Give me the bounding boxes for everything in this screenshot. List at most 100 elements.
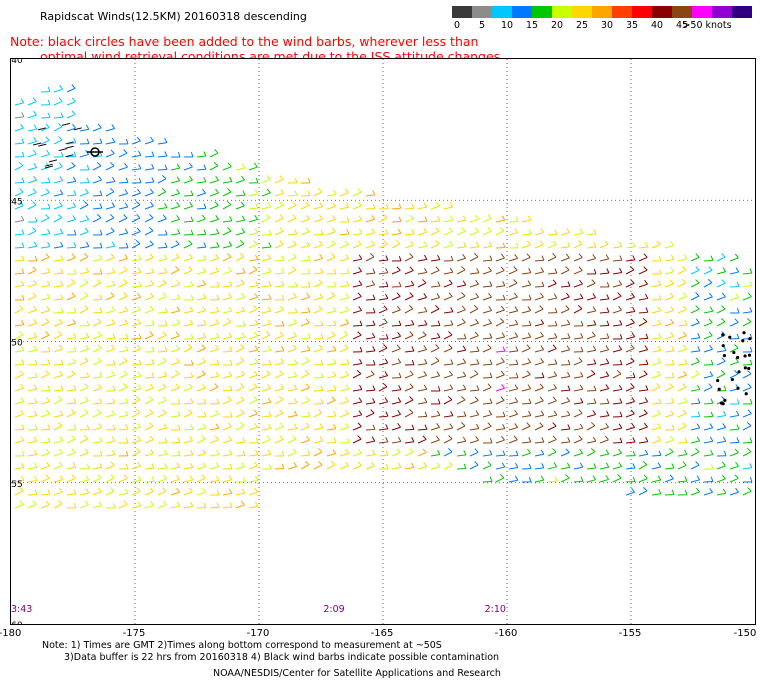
wind-barb-feather <box>202 487 206 493</box>
wind-barb-feather <box>709 306 714 312</box>
wind-barb-feather <box>437 399 441 405</box>
wind-barb <box>495 285 505 288</box>
wind-barb-feather <box>227 253 232 258</box>
wind-barb <box>40 256 50 262</box>
wind-barb-feather <box>281 294 285 300</box>
wind-barb-feather <box>695 487 700 493</box>
wind-barb-feather <box>526 422 531 427</box>
wind-barb-feather <box>175 383 180 389</box>
wind-barb-feather <box>409 292 414 297</box>
wind-barb-feather <box>292 253 297 258</box>
wind-barb <box>547 451 557 457</box>
wind-barb-feather <box>97 409 102 414</box>
wind-barb <box>27 114 37 119</box>
wind-barb <box>248 269 258 275</box>
wind-barb-feather <box>411 319 415 325</box>
contamination-circle <box>743 366 747 370</box>
wind-barb-feather <box>723 450 727 456</box>
wind-barb-feather <box>435 240 440 245</box>
wind-barb-feather <box>709 487 713 493</box>
wind-barb <box>443 219 453 223</box>
wind-barb-feather <box>99 294 103 300</box>
wind-barb-feather <box>59 189 64 195</box>
wind-barb <box>352 219 362 223</box>
wind-barb-feather <box>539 305 544 310</box>
wind-barb <box>482 464 492 470</box>
wind-barb-feather <box>59 228 64 234</box>
wind-barb <box>144 244 154 249</box>
wind-barb-feather <box>33 136 37 142</box>
wind-barb <box>235 219 245 223</box>
wind-barb-feather <box>19 487 24 492</box>
wind-barb <box>508 232 518 236</box>
wind-barb <box>274 388 284 392</box>
wind-barb-feather <box>462 280 467 286</box>
wind-barb <box>287 414 297 418</box>
contamination-circle <box>716 378 720 383</box>
wind-barb <box>183 285 193 288</box>
wind-barb <box>79 348 89 353</box>
wind-barb-feather <box>540 475 545 481</box>
wind-barb <box>66 412 76 418</box>
contamination-circle <box>744 392 748 396</box>
wind-barb <box>742 451 752 457</box>
wind-barb-feather <box>579 293 584 299</box>
wind-barb-feather <box>437 386 441 392</box>
wind-barb <box>27 101 37 106</box>
wind-barb <box>365 428 376 431</box>
wind-barb-feather <box>21 229 25 235</box>
wind-barb-feather <box>528 229 532 235</box>
footer-credit: NOAA/NESDIS/Center for Satellite Applica… <box>213 668 501 679</box>
wind-barb-feather <box>656 383 661 388</box>
wind-barb-feather <box>696 436 701 442</box>
wind-barb <box>92 335 102 340</box>
wind-barb-feather <box>579 423 584 429</box>
wind-barb-feather <box>684 449 688 455</box>
wind-barb-feather <box>606 294 610 300</box>
wind-barb <box>690 491 700 496</box>
wind-barb <box>144 334 154 340</box>
wind-barb-feather <box>319 293 324 298</box>
wind-barb-feather <box>346 229 350 234</box>
wind-barb <box>196 310 206 314</box>
wind-barb <box>638 256 648 262</box>
wind-barb-feather <box>463 333 467 339</box>
wind-barb-feather <box>631 397 636 402</box>
wind-barb-feather <box>99 307 103 313</box>
wind-barb-feather <box>228 292 232 298</box>
wind-barb-feather <box>125 242 129 248</box>
wind-barb <box>131 465 141 470</box>
wind-barb <box>222 230 232 236</box>
wind-barb-feather <box>682 461 687 466</box>
wind-barb <box>53 311 64 314</box>
wind-barb-feather <box>541 463 545 468</box>
contaminated-barb <box>44 165 54 169</box>
wind-barb-feather <box>398 281 402 287</box>
wind-barb <box>391 466 401 470</box>
wind-barb <box>365 324 376 327</box>
wind-barb-feather <box>631 292 635 298</box>
wind-barb <box>300 231 310 236</box>
wind-barb <box>313 272 323 275</box>
wind-barb-feather <box>592 410 597 415</box>
wind-barb <box>209 311 219 314</box>
wind-barb <box>92 298 103 301</box>
wind-barb <box>716 427 726 431</box>
wind-barb-feather <box>461 227 466 232</box>
wind-barb-feather <box>123 474 128 479</box>
wind-barb <box>586 349 596 353</box>
wind-barb <box>92 412 102 418</box>
wind-speed-legend: 0 5 10 15 20 25 30 35 40 45 >50 knots <box>452 6 752 36</box>
wind-barb <box>326 256 336 262</box>
wind-barb <box>573 376 583 379</box>
wind-barb-feather <box>331 331 336 336</box>
wind-barb <box>703 491 713 496</box>
wind-barb-feather <box>47 203 51 209</box>
wind-barb <box>105 310 115 314</box>
wind-barb-feather <box>73 307 77 313</box>
wind-barb <box>534 244 544 249</box>
wind-barb-feather <box>749 280 753 286</box>
wind-barb <box>404 256 414 262</box>
wind-barb-feather <box>487 227 492 232</box>
wind-barb-feather <box>164 321 168 327</box>
